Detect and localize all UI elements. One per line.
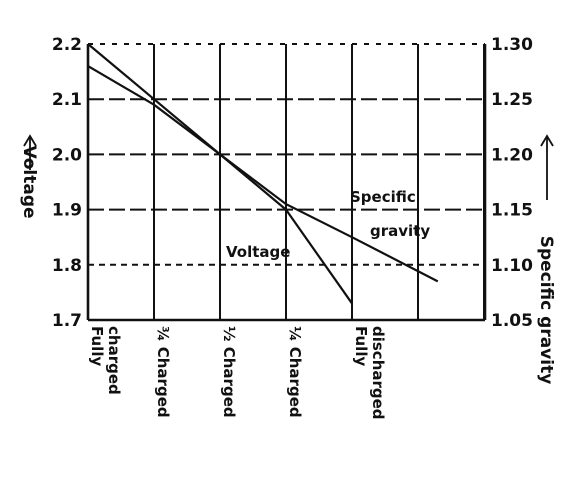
left-axis-ticks: 1.7 1.8 1.9 2.0 2.1 2.2 xyxy=(52,35,82,331)
category-label-line: charged xyxy=(105,326,123,395)
category-label: ¾ Charged xyxy=(154,326,172,418)
category-label-line: Fully xyxy=(88,326,106,366)
right-tick-label: 1.05 xyxy=(491,311,533,331)
category-label-line: Fully xyxy=(352,326,370,366)
category-label-line: ½ Charged xyxy=(220,326,238,418)
right-axis-ticks: 1.05 1.10 1.15 1.20 1.25 1.30 xyxy=(491,35,533,331)
axis-titles: Voltage Specific gravity Specific gravity Vo… xyxy=(19,134,556,385)
left-tick-label: 2.2 xyxy=(52,35,82,55)
right-tick-label: 1.15 xyxy=(491,201,533,221)
left-tick-label: 1.7 xyxy=(52,311,82,331)
category-label: ¼ Charged xyxy=(286,326,304,418)
category-labels: Fully charged ¾ Charged ½ Charged ¼ Charged F… xyxy=(88,326,387,420)
y-axis-title-right-text: Specific gravity xyxy=(536,236,556,385)
category-label: ½ Charged xyxy=(220,326,238,418)
left-arrow-head xyxy=(23,134,37,147)
left-tick-label: 2.1 xyxy=(52,90,82,110)
series-label-voltage: Voltage xyxy=(226,243,290,261)
series-line-specific-gravity xyxy=(87,65,439,283)
right-tick-label: 1.10 xyxy=(491,256,533,276)
left-tick-label: 2.0 xyxy=(52,145,82,165)
right-arrow-head xyxy=(540,134,554,147)
right-tick-label: 1.25 xyxy=(491,90,533,110)
series-label-specific-gravity-line2: gravity xyxy=(370,222,430,240)
series-lines xyxy=(87,43,439,305)
left-tick-label: 1.9 xyxy=(52,201,82,221)
category-label-line: ¼ Charged xyxy=(286,326,304,418)
right-tick-label: 1.20 xyxy=(491,145,533,165)
y-axis-title-left-text: Voltage xyxy=(19,145,39,218)
left-tick-label: 1.8 xyxy=(52,256,82,276)
category-label: Fully charged xyxy=(88,326,123,395)
y-axis-title-left: Voltage xyxy=(19,145,39,218)
y-axis-title-right: Specific gravity xyxy=(536,236,556,385)
grid xyxy=(86,43,487,322)
right-tick-label: 1.30 xyxy=(491,35,533,55)
category-label-line: discharged xyxy=(369,326,387,420)
series-label-specific-gravity-line1: Specific xyxy=(350,188,416,206)
category-label-line: ¾ Charged xyxy=(154,326,172,418)
category-label: Fully discharged xyxy=(352,326,387,420)
